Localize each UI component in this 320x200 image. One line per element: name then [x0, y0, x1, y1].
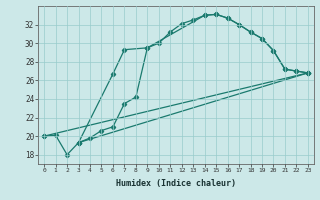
X-axis label: Humidex (Indice chaleur): Humidex (Indice chaleur)	[116, 179, 236, 188]
